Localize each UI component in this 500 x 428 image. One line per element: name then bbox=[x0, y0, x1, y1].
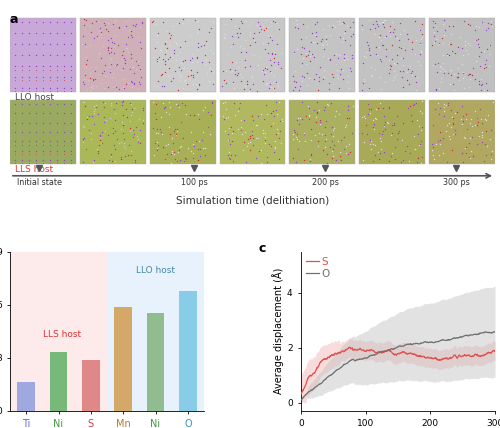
Text: a: a bbox=[10, 13, 18, 26]
Text: Simulation time (delithiation): Simulation time (delithiation) bbox=[176, 195, 329, 205]
S bbox=[332, 351, 338, 356]
Text: 200 ps: 200 ps bbox=[312, 178, 338, 187]
Text: 300 ps: 300 ps bbox=[443, 178, 469, 187]
S bbox=[348, 346, 354, 351]
Bar bbox=[107, 252, 204, 411]
Bar bbox=[10, 252, 107, 411]
Line: O: O bbox=[301, 332, 495, 400]
S bbox=[386, 348, 392, 353]
Text: LLS host: LLS host bbox=[42, 330, 81, 339]
O bbox=[298, 397, 304, 402]
Bar bbox=[150, 101, 216, 163]
Bar bbox=[18, 382, 35, 411]
Text: Initial state: Initial state bbox=[16, 178, 62, 187]
Y-axis label: Average displacement (Å): Average displacement (Å) bbox=[272, 268, 284, 395]
S bbox=[492, 349, 498, 354]
Bar bbox=[10, 18, 76, 92]
Bar bbox=[359, 101, 425, 163]
Bar bbox=[359, 18, 425, 92]
Bar bbox=[80, 18, 146, 92]
O bbox=[428, 340, 434, 345]
O bbox=[491, 329, 497, 334]
Legend: S, O: S, O bbox=[306, 257, 330, 279]
Text: 100 ps: 100 ps bbox=[181, 178, 208, 187]
Bar bbox=[114, 307, 132, 411]
O bbox=[332, 369, 338, 374]
Bar bbox=[429, 18, 495, 92]
Bar bbox=[146, 313, 164, 411]
Bar bbox=[220, 101, 286, 163]
O bbox=[412, 341, 418, 346]
Bar bbox=[82, 360, 100, 411]
Line: S: S bbox=[301, 347, 495, 395]
Bar bbox=[220, 18, 286, 92]
S bbox=[428, 355, 434, 360]
S bbox=[347, 345, 353, 350]
Text: LLO host: LLO host bbox=[15, 93, 54, 102]
S bbox=[412, 353, 418, 358]
Bar bbox=[150, 18, 216, 92]
Bar bbox=[429, 101, 495, 163]
Bar bbox=[50, 353, 68, 411]
S bbox=[444, 356, 450, 361]
S bbox=[298, 392, 304, 397]
Bar bbox=[290, 101, 356, 163]
Text: LLO host: LLO host bbox=[136, 266, 175, 275]
O bbox=[444, 338, 450, 343]
Bar bbox=[80, 101, 146, 163]
Bar bbox=[10, 101, 76, 163]
Bar bbox=[179, 291, 196, 411]
Text: LLS host: LLS host bbox=[15, 165, 53, 174]
O bbox=[348, 358, 354, 363]
Text: c: c bbox=[258, 242, 266, 255]
Bar bbox=[290, 18, 356, 92]
O bbox=[492, 330, 498, 335]
O bbox=[386, 347, 392, 352]
